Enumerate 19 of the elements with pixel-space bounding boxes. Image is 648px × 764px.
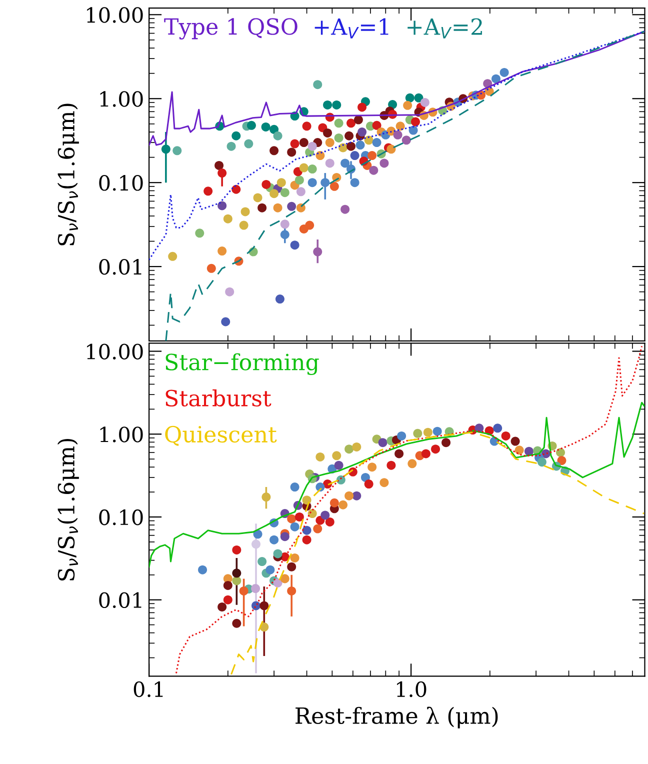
x-tick-label: 0.1 bbox=[134, 681, 163, 698]
text: +A$_{V}$=1 bbox=[314, 18, 388, 38]
text: Type 1 QSO bbox=[164, 18, 298, 40]
y-tick-label: 1.00 bbox=[100, 426, 143, 442]
y-axis-title: S$_{ν}$/S$_{ν}$(1.6μm) bbox=[57, 438, 79, 580]
text: Star−forming bbox=[166, 353, 319, 376]
y-tick-label: 0.10 bbox=[99, 509, 143, 526]
y-tick-label: 0.01 bbox=[99, 258, 142, 275]
y-axis-title: S$_{ν}$/S$_{ν}$(1.6μm) bbox=[57, 104, 79, 246]
y-tick-label: 10.00 bbox=[87, 7, 143, 23]
y-tick-label: 1.00 bbox=[100, 91, 143, 107]
y-tick-label: 10.00 bbox=[87, 344, 143, 360]
text: Quiescent bbox=[165, 426, 277, 446]
text: +A$_{V}$=2 bbox=[408, 18, 482, 38]
y-tick-label: 0.01 bbox=[99, 592, 142, 608]
x-axis-title: Rest-frame λ (μm) bbox=[296, 706, 498, 728]
x-tick-label: 1.0 bbox=[397, 681, 426, 698]
y-tick-label: 0.10 bbox=[99, 175, 143, 191]
text: Starburst bbox=[166, 389, 272, 407]
